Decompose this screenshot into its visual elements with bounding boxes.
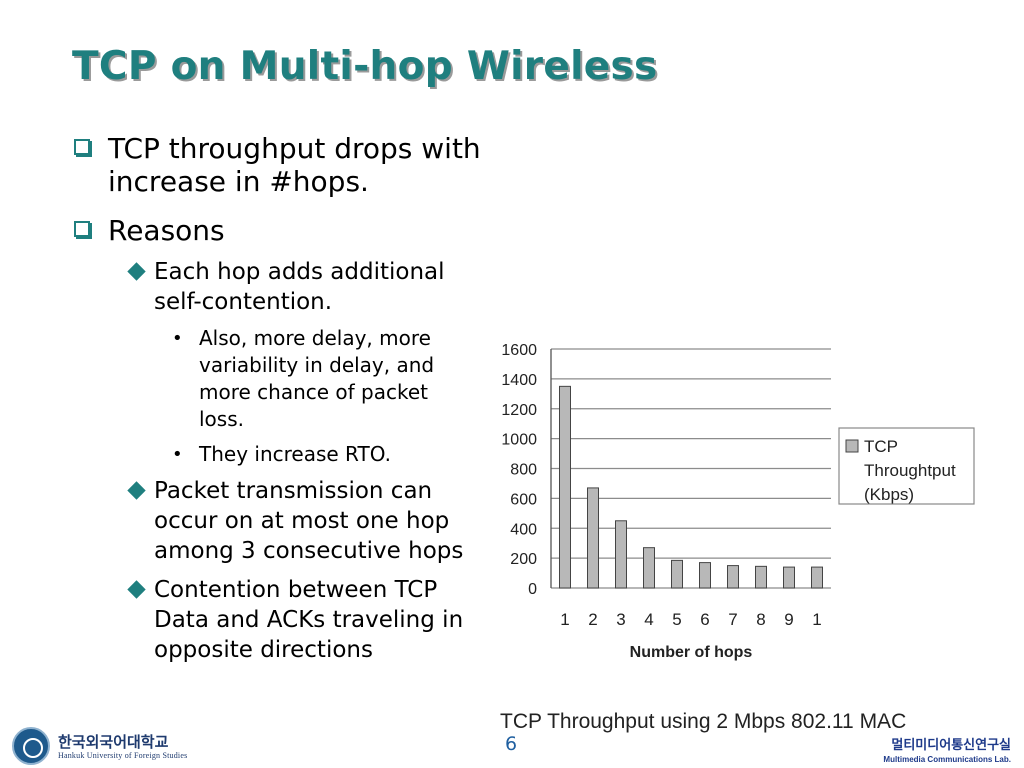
x-tick-label: 1 <box>560 610 569 629</box>
x-tick-label: 1 <box>812 610 821 629</box>
sub-bullet-self-contention: Each hop adds additional self-contention… <box>127 257 499 317</box>
sub-bullet-packet-transmission: Packet transmission can occur on at most… <box>127 476 499 566</box>
university-name-korean: 한국외국어대학교 <box>58 733 169 751</box>
bullet-text: Each hop adds additional self-contention… <box>154 259 445 315</box>
x-tick-label: 3 <box>616 610 625 629</box>
diamond-bullet-icon <box>127 481 146 500</box>
y-tick-label: 1400 <box>501 372 537 389</box>
bullet-reasons: Reasons <box>74 214 508 247</box>
x-axis-label: Number of hops <box>630 644 753 661</box>
chart-caption: TCP Throughput using 2 Mbps 802.11 MAC <box>500 710 907 733</box>
bullet-text: They increase RTO. <box>199 442 391 466</box>
bar <box>783 566 795 589</box>
diamond-bullet-icon <box>127 262 146 281</box>
legend-label: (Kbps) <box>864 485 914 504</box>
x-tick-label: 7 <box>728 610 737 629</box>
bar <box>811 566 823 589</box>
university-name-english: Hankuk University of Foreign Studies <box>58 751 188 760</box>
y-tick-label: 600 <box>510 491 537 508</box>
y-tick-label: 1200 <box>501 402 537 419</box>
x-tick-label: 2 <box>588 610 597 629</box>
bullet-text: Reasons <box>108 214 225 247</box>
y-tick-label: 200 <box>510 551 537 568</box>
legend-swatch <box>845 439 859 453</box>
y-tick-label: 1000 <box>501 432 537 449</box>
bar <box>671 559 683 589</box>
x-tick-label: 4 <box>644 610 653 629</box>
bullet-throughput-drops: TCP throughput drops with increase in #h… <box>74 132 508 198</box>
sub-sub-bullet-delay: • Also, more delay, more variability in … <box>172 325 474 433</box>
y-tick-label: 400 <box>510 521 537 538</box>
y-tick-label: 1600 <box>501 342 537 359</box>
dot-bullet-icon: • <box>172 444 183 465</box>
checkbox-bullet-icon <box>74 139 90 155</box>
legend-box <box>838 427 975 505</box>
lab-logo: 멀티미디어통신연구실 Multimedia Communications Lab… <box>866 734 1011 764</box>
x-tick-label: 5 <box>672 610 681 629</box>
checkbox-bullet-icon <box>74 221 90 237</box>
x-tick-label: 6 <box>700 610 709 629</box>
bullet-text: Also, more delay, more variability in de… <box>199 326 435 431</box>
bar <box>727 565 739 589</box>
lab-name-korean: 멀티미디어통신연구실 <box>891 738 1011 753</box>
diamond-bullet-icon <box>127 580 146 599</box>
y-tick-label: 800 <box>510 462 537 479</box>
sub-bullet-contention: Contention between TCP Data and ACKs tra… <box>127 575 499 665</box>
lab-name-english: Multimedia Communications Lab. <box>883 755 1011 764</box>
y-tick-label: 0 <box>528 581 537 598</box>
bar <box>643 547 655 589</box>
x-tick-label: 9 <box>784 610 793 629</box>
bar <box>615 520 627 589</box>
bar <box>755 565 767 589</box>
slide-title: TCP on Multi-hop Wireless <box>72 44 658 89</box>
dot-bullet-icon: • <box>172 328 183 349</box>
bullet-text: Packet transmission can occur on at most… <box>154 478 464 564</box>
bar <box>587 487 599 589</box>
bullet-text: TCP throughput drops with increase in #h… <box>108 132 481 198</box>
x-tick-label: 8 <box>756 610 765 629</box>
bullet-text: Contention between TCP Data and ACKs tra… <box>154 577 464 663</box>
legend-label: Throughtput <box>864 461 956 480</box>
legend-label: TCP <box>864 437 898 456</box>
bar <box>699 562 711 589</box>
bar <box>559 385 571 589</box>
page-number: 6 <box>505 733 518 755</box>
university-seal-icon <box>12 727 50 765</box>
sub-sub-bullet-rto: • They increase RTO. <box>172 441 474 468</box>
